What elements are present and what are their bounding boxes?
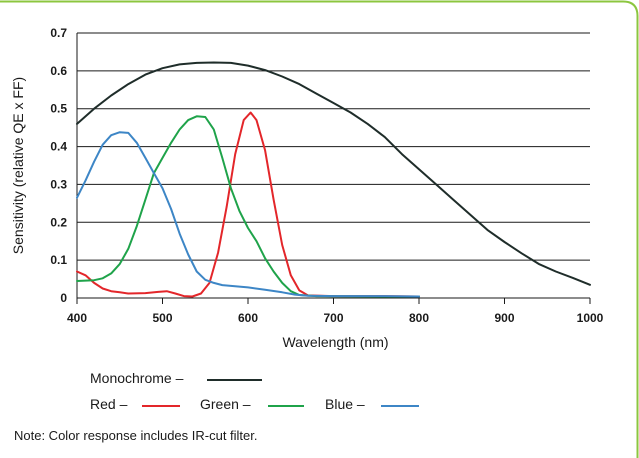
series-line-blue (76, 131, 420, 298)
legend-red-label: Red – (90, 396, 128, 412)
y-tick-label: 0.5 (50, 102, 67, 116)
x-tick-label: 600 (238, 311, 258, 325)
legend-green-swatch (268, 405, 304, 407)
x-axis-title: Wavelength (nm) (282, 334, 388, 350)
legend-green-label: Green – (200, 396, 251, 412)
legend-monochrome-swatch (207, 379, 262, 381)
series-line-green (76, 115, 420, 298)
x-tick-label: 800 (409, 311, 429, 325)
legend-monochrome-label: Monochrome – (90, 370, 184, 386)
y-tick-label: 0.2 (50, 215, 67, 229)
legend-red-swatch (142, 405, 180, 407)
x-tick-label: 400 (67, 311, 87, 325)
x-tick-label: 1000 (577, 311, 604, 325)
y-tick-label: 0 (60, 291, 67, 305)
x-tick-label: 700 (323, 311, 343, 325)
legend-blue-swatch (381, 405, 419, 407)
y-tick-label: 0.3 (50, 177, 67, 191)
sensitivity-chart: 0 0.1 0.2 0.3 0.4 0.5 0.6 0.7 400 500 600 700 800 900… (10, 26, 604, 350)
series-line-red (76, 111, 420, 298)
y-tick-label: 0.4 (50, 140, 67, 154)
y-axis-title: Sensitivity (relative QE x FF) (10, 77, 26, 254)
footnote: Note: Color response includes IR-cut fil… (14, 428, 258, 443)
y-tick-label: 0.6 (50, 64, 67, 78)
y-tick-label: 0.7 (50, 26, 67, 40)
legend-blue-label: Blue – (325, 396, 365, 412)
x-tick-label: 900 (494, 311, 514, 325)
y-tick-label: 0.1 (50, 253, 67, 267)
x-tick-label: 500 (152, 311, 172, 325)
series-line-monochrome (76, 61, 591, 286)
